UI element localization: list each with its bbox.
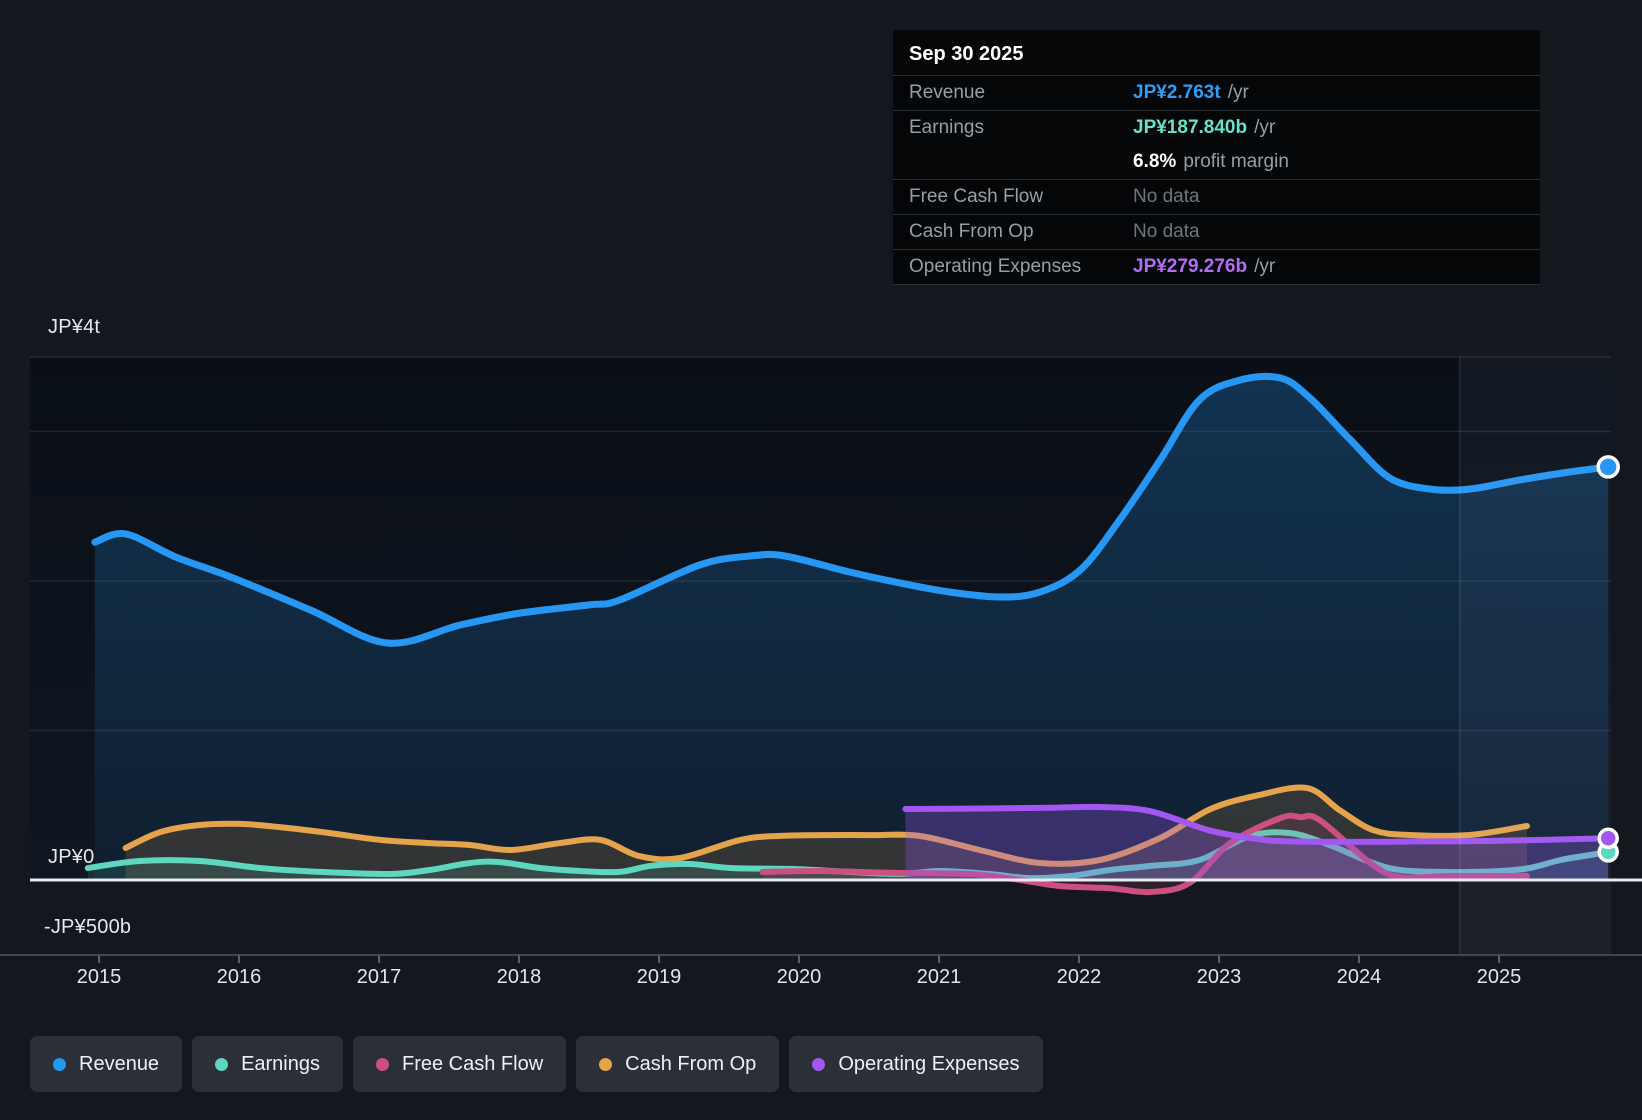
legend-label: Free Cash Flow — [402, 1052, 544, 1075]
legend-label: Revenue — [79, 1052, 160, 1075]
legend-item-free-cash-flow[interactable]: Free Cash Flow — [353, 1036, 567, 1092]
x-axis-label-2023: 2023 — [1196, 966, 1242, 988]
tooltip-row-operating-expenses: Operating Expenses JP¥279.276b /yr — [893, 250, 1540, 285]
revenue-legend-dot-icon — [53, 1057, 66, 1071]
operating-expenses-end-marker[interactable] — [1597, 827, 1619, 850]
tooltip-suffix-profit-margin: profit margin — [1183, 151, 1289, 172]
earnings-area — [87, 832, 1609, 880]
y-axis-label-zero: JP¥0 — [48, 846, 95, 868]
tooltip-date: Sep 30 2025 — [893, 30, 1540, 76]
cash-from-op-legend-dot-icon — [599, 1057, 613, 1071]
tooltip-row-cash-from-op: Cash From Op No data — [893, 215, 1540, 250]
legend-label: Operating Expenses — [838, 1052, 1020, 1075]
revenue-end-marker[interactable] — [1596, 455, 1620, 479]
tooltip-suffix-revenue: /yr — [1227, 82, 1249, 103]
y-axis-label-4t: JP¥4t — [48, 316, 101, 338]
legend-item-operating-expenses[interactable]: Operating Expenses — [789, 1036, 1043, 1092]
tooltip-row-earnings: Earnings JP¥187.840b /yr — [893, 111, 1540, 145]
tooltip-label-free-cash-flow: Free Cash Flow — [909, 186, 1044, 207]
tooltip-row-profit-margin: 6.8% profit margin — [893, 145, 1540, 180]
tooltip-label-earnings: Earnings — [909, 117, 984, 138]
x-axis-label-2015: 2015 — [76, 966, 122, 988]
legend-label: Cash From Op — [625, 1052, 757, 1075]
earnings-legend-dot-icon — [215, 1057, 229, 1071]
operating-expenses-line — [902, 803, 1612, 845]
x-axis-label-2018: 2018 — [496, 966, 542, 988]
x-axis-label-2016: 2016 — [216, 966, 262, 988]
x-axis-label-2020: 2020 — [776, 966, 822, 988]
chart-legend: Revenue Earnings Free Cash Flow Cash From O… — [30, 1036, 1043, 1092]
operating-expenses-area — [905, 806, 1609, 880]
x-axis-label-2022: 2022 — [1056, 966, 1102, 988]
tooltip-value-operating-expenses: JP¥279.276b — [1133, 256, 1248, 277]
tooltip-row-free-cash-flow: Free Cash Flow No data — [893, 180, 1540, 215]
tooltip-label-operating-expenses: Operating Expenses — [909, 256, 1082, 277]
tooltip-value-earnings: JP¥187.840b — [1133, 117, 1248, 138]
operating-expenses-legend-dot-icon — [812, 1057, 826, 1071]
x-axis-label-2024: 2024 — [1336, 966, 1382, 988]
tooltip-value-profit-margin: 6.8% — [1133, 151, 1177, 172]
recent-period-highlight-band — [1459, 357, 1611, 955]
tooltip-label-cash-from-op: Cash From Op — [909, 221, 1034, 242]
tooltip-suffix-earnings: /yr — [1254, 117, 1276, 138]
tooltip-value-cash-from-op: No data — [1133, 221, 1200, 242]
tooltip-row-revenue: Revenue JP¥2.763t /yr — [893, 76, 1540, 111]
free-cash-flow-legend-dot-icon — [376, 1057, 389, 1071]
tooltip-value-revenue: JP¥2.763t — [1133, 82, 1221, 103]
x-axis-label-2019: 2019 — [636, 966, 682, 988]
legend-item-cash-from-op[interactable]: Cash From Op — [576, 1036, 780, 1092]
tooltip-label-revenue: Revenue — [909, 82, 986, 103]
y-axis-label-neg500b: -JP¥500b — [44, 916, 132, 938]
cash-from-op-area — [125, 787, 1528, 880]
tooltip-suffix-operating-expenses: /yr — [1254, 256, 1276, 277]
x-axis-label-2017: 2017 — [356, 966, 402, 988]
legend-item-earnings[interactable]: Earnings — [192, 1036, 343, 1092]
chart-tooltip: Sep 30 2025 Revenue JP¥2.763t /yr Earnin… — [893, 30, 1540, 285]
legend-item-revenue[interactable]: Revenue — [30, 1036, 183, 1092]
legend-label: Earnings — [241, 1052, 320, 1075]
free-cash-flow-line — [759, 812, 1530, 896]
x-axis-label-2021: 2021 — [916, 966, 962, 988]
tooltip-value-free-cash-flow: No data — [1133, 186, 1200, 207]
revenue-area — [94, 376, 1609, 880]
cash-from-op-line — [122, 784, 1530, 867]
revenue-line — [91, 372, 1612, 647]
x-axis-label-2025: 2025 — [1476, 966, 1522, 988]
